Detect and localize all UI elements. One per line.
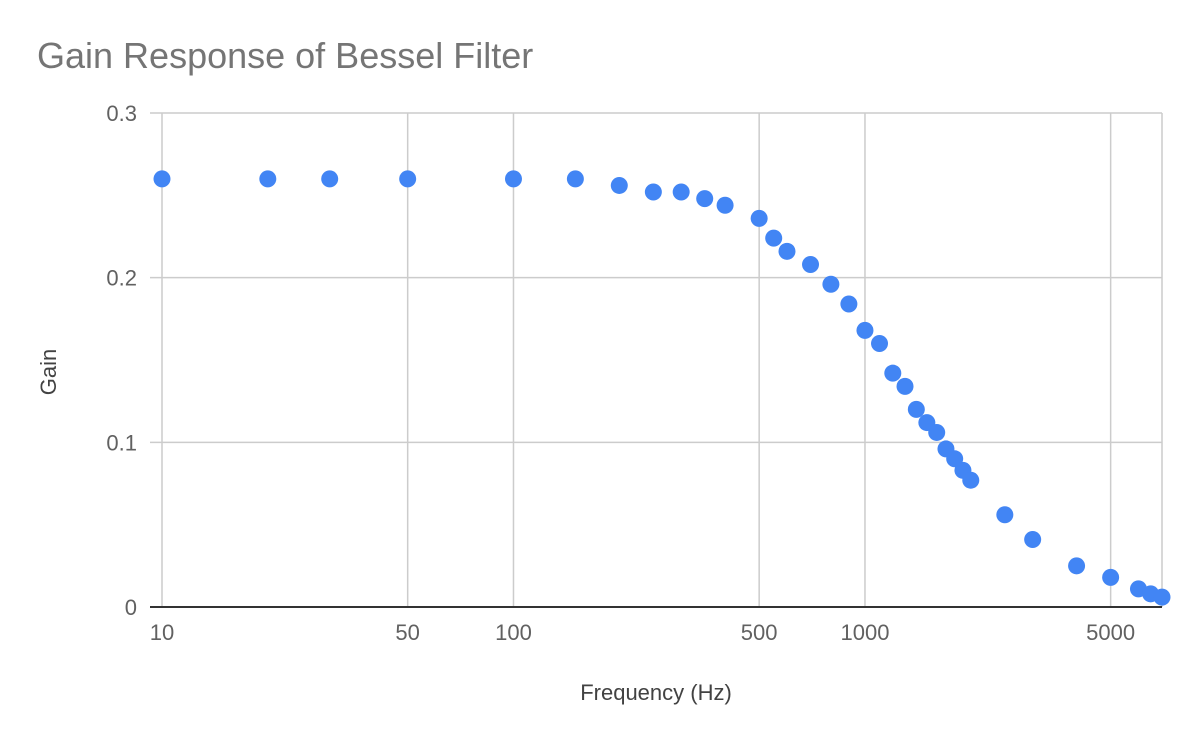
- y-axis-label: Gain: [36, 349, 61, 395]
- data-point: [672, 183, 690, 201]
- data-point: [153, 170, 171, 188]
- chart-title: Gain Response of Bessel Filter: [37, 35, 533, 76]
- x-tick-label: 1000: [840, 620, 889, 645]
- data-point: [716, 196, 734, 214]
- data-point: [996, 506, 1014, 524]
- data-point: [399, 170, 417, 188]
- data-point: [907, 400, 925, 418]
- data-point: [1102, 568, 1120, 586]
- data-point: [765, 229, 783, 247]
- x-axis-ticks: 10 50 100 500 1000 5000: [150, 620, 1135, 645]
- data-point: [1153, 588, 1171, 606]
- data-point: [928, 423, 946, 441]
- x-tick-label: 5000: [1086, 620, 1135, 645]
- data-point: [802, 255, 820, 273]
- y-tick-label: 0.3: [106, 101, 137, 126]
- data-point: [856, 321, 874, 339]
- data-point: [504, 170, 522, 188]
- data-point: [1068, 557, 1086, 575]
- data-points: [153, 170, 1171, 606]
- x-tick-label: 50: [395, 620, 419, 645]
- data-point: [610, 176, 628, 194]
- x-tick-label: 500: [741, 620, 778, 645]
- data-point: [896, 377, 914, 395]
- data-point: [696, 190, 714, 208]
- data-point: [840, 295, 858, 313]
- x-axis-label: Frequency (Hz): [580, 680, 732, 705]
- data-point: [259, 170, 277, 188]
- x-tick-label: 10: [150, 620, 174, 645]
- y-tick-label: 0.2: [106, 266, 137, 291]
- y-axis-ticks: 0 0.1 0.2 0.3: [106, 101, 137, 620]
- data-point: [822, 275, 840, 293]
- data-point: [1024, 530, 1042, 548]
- y-tick-label: 0.1: [106, 430, 137, 455]
- data-point: [778, 242, 796, 260]
- y-tick-label: 0: [125, 595, 137, 620]
- data-point: [871, 335, 889, 353]
- data-point: [644, 183, 662, 201]
- data-point: [884, 364, 902, 382]
- x-tick-label: 100: [495, 620, 532, 645]
- data-point: [321, 170, 339, 188]
- gridlines: [150, 112, 1163, 607]
- data-point: [750, 209, 768, 227]
- data-point: [962, 471, 980, 489]
- data-point: [566, 170, 584, 188]
